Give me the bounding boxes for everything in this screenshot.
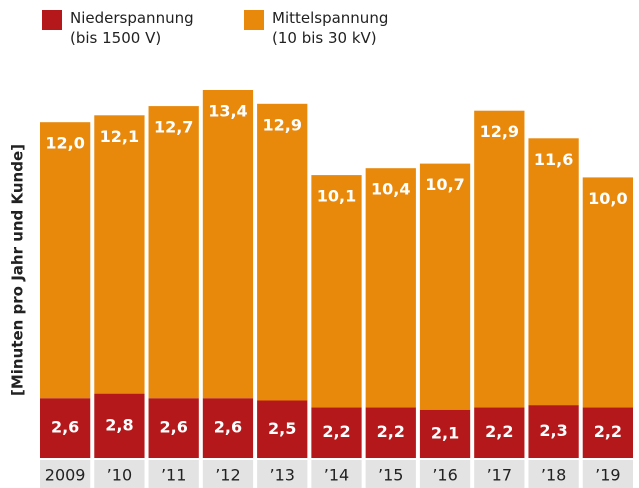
bar-segment [528,138,579,406]
bar-segment [419,163,471,410]
x-tick-label: ’19 [595,466,620,485]
legend-swatch [244,10,264,30]
legend-label: Niederspannung (bis 1500 V) [70,9,194,47]
bar-segment [40,398,91,458]
data-label: 2,2 [485,422,513,441]
bar-segment [257,103,308,401]
category-box [528,460,579,488]
category-box [419,460,471,488]
data-label: 10,7 [425,175,464,194]
data-label: 2,2 [322,422,350,441]
bar-segment [365,168,416,408]
data-label: 2,6 [160,418,188,437]
category-box [94,460,145,488]
x-tick-label: ’17 [487,466,512,485]
bar-segment [257,400,308,458]
bar-segment [582,177,633,408]
data-label: 2,8 [105,415,133,434]
bar-segment [40,122,91,399]
data-label: 2,3 [539,421,567,440]
data-label: 13,4 [208,102,247,121]
bar-segment [365,407,416,458]
data-label: 2,2 [594,422,622,441]
bar-segment [528,405,579,458]
bar-segment [148,106,199,399]
data-label: 12,9 [480,122,519,141]
data-label: 11,6 [534,150,573,169]
x-tick-label: ’12 [215,466,240,485]
bar-segment [419,409,471,458]
category-box [311,460,362,488]
category-box [582,460,633,488]
bar-segment [94,115,145,394]
x-tick-label: ’11 [161,466,186,485]
y-axis-label: [Minuten pro Jahr und Kunde] [9,144,27,396]
data-label: 2,6 [51,418,79,437]
data-label: 12,7 [154,118,193,137]
x-tick-label: ’13 [270,466,295,485]
bar-segment [202,398,254,458]
category-box [257,460,308,488]
x-tick-label: ’15 [378,466,403,485]
data-label: 12,0 [45,134,84,153]
data-label: 2,6 [214,418,242,437]
legend-item: Mittelspannung (10 bis 30 kV) [244,8,397,48]
data-label: 10,1 [317,187,356,206]
data-label: 12,1 [100,127,139,146]
bar-segment [94,393,145,458]
bar-segment [311,407,362,458]
data-label: 2,1 [431,423,459,442]
x-tick-label: ’10 [107,466,132,485]
legend-item: Niederspannung (bis 1500 V) [42,8,195,48]
bar-segment [148,398,199,458]
data-label: 10,0 [588,189,627,208]
legend-swatch [42,10,62,30]
data-label: 2,5 [268,419,296,438]
x-tick-label: ’18 [541,466,566,485]
legend-label: Mittelspannung (10 bis 30 kV) [272,9,389,47]
data-label: 12,9 [262,115,301,134]
category-box [202,460,254,488]
x-tick-label: ’14 [324,466,349,485]
data-label: 10,4 [371,180,410,199]
category-box [40,460,91,488]
x-tick-label: 2009 [45,466,86,485]
category-box [365,460,416,488]
bar-segment [474,407,525,458]
category-box [148,460,199,488]
bar-segment [311,175,362,408]
bar-segment [202,90,254,399]
x-tick-label: ’16 [432,466,457,485]
bar-segment [474,110,525,408]
bar-segment [582,407,633,458]
category-box [474,460,525,488]
data-label: 2,2 [377,422,405,441]
